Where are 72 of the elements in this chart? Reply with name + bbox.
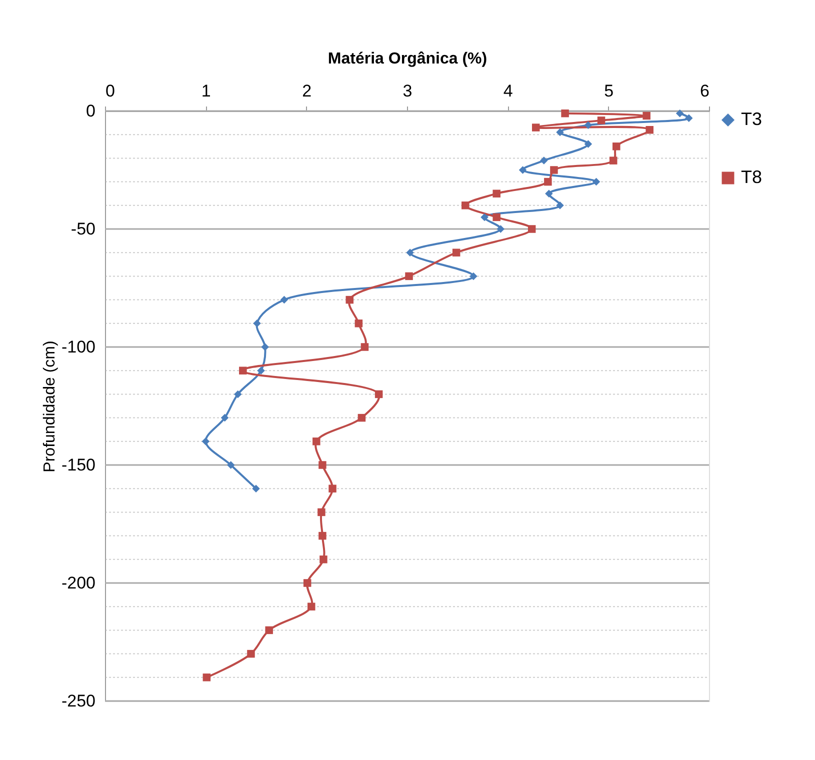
y-tick-label: 0: [86, 102, 96, 120]
x-tick-label: 3: [402, 82, 412, 100]
y-tick-label: -250: [61, 692, 96, 710]
point: [556, 128, 564, 136]
point: [252, 484, 260, 492]
point: [556, 202, 564, 210]
point: [265, 626, 273, 634]
point: [346, 296, 354, 304]
point: [480, 213, 488, 222]
point: [584, 140, 592, 148]
point: [320, 556, 328, 564]
point: [550, 166, 558, 174]
point: [452, 248, 460, 256]
y-tick-label: -50: [70, 220, 96, 238]
point: [220, 414, 229, 422]
point: [318, 461, 326, 469]
point: [202, 674, 211, 682]
point: [646, 126, 654, 134]
point: [684, 114, 693, 122]
y-tick-label: -150: [61, 456, 96, 474]
point: [492, 213, 500, 222]
point: [226, 461, 235, 469]
point: [303, 579, 312, 587]
x-tick-label: 1: [201, 82, 211, 100]
point: [247, 650, 255, 658]
point: [561, 109, 569, 118]
point: [202, 438, 210, 446]
point: [360, 343, 369, 351]
point: [257, 366, 265, 374]
point: [492, 190, 500, 198]
point: [239, 366, 247, 374]
point: [496, 225, 504, 233]
legend-label: T3: [741, 109, 762, 129]
x-axis-title: Matéria Orgânica (%): [328, 50, 488, 68]
x-tick-label: 0: [106, 82, 115, 100]
x-tick-label: 2: [302, 82, 312, 100]
point: [280, 296, 288, 304]
point: [234, 390, 242, 398]
point: [470, 272, 478, 280]
point: [597, 116, 606, 124]
point: [518, 166, 527, 174]
legend-label: T8: [741, 167, 762, 187]
point: [540, 156, 548, 164]
point: [261, 343, 269, 351]
point: [584, 121, 592, 130]
point: [528, 225, 536, 233]
y-tick-label: -100: [61, 338, 96, 356]
point: [307, 602, 316, 610]
point: [544, 178, 552, 186]
x-tick-label: 6: [700, 82, 710, 100]
point: [462, 202, 470, 210]
point: [592, 178, 600, 186]
point: [318, 508, 326, 516]
point: [374, 390, 383, 398]
point: [358, 414, 366, 422]
point: [318, 532, 326, 540]
x-tick-label: 5: [604, 82, 614, 100]
point: [405, 272, 413, 280]
point: [354, 320, 363, 328]
y-tick-label: -200: [61, 574, 96, 592]
point: [609, 156, 618, 164]
point: [406, 248, 414, 256]
point: [328, 484, 336, 492]
point: [545, 190, 553, 198]
x-tick-label: 4: [503, 82, 513, 100]
y-axis-title: Profundidade (cm): [41, 340, 58, 472]
point: [676, 109, 684, 118]
point: [642, 112, 650, 120]
point: [312, 438, 320, 446]
point: [612, 142, 620, 150]
point: [532, 124, 540, 132]
point: [253, 320, 261, 328]
